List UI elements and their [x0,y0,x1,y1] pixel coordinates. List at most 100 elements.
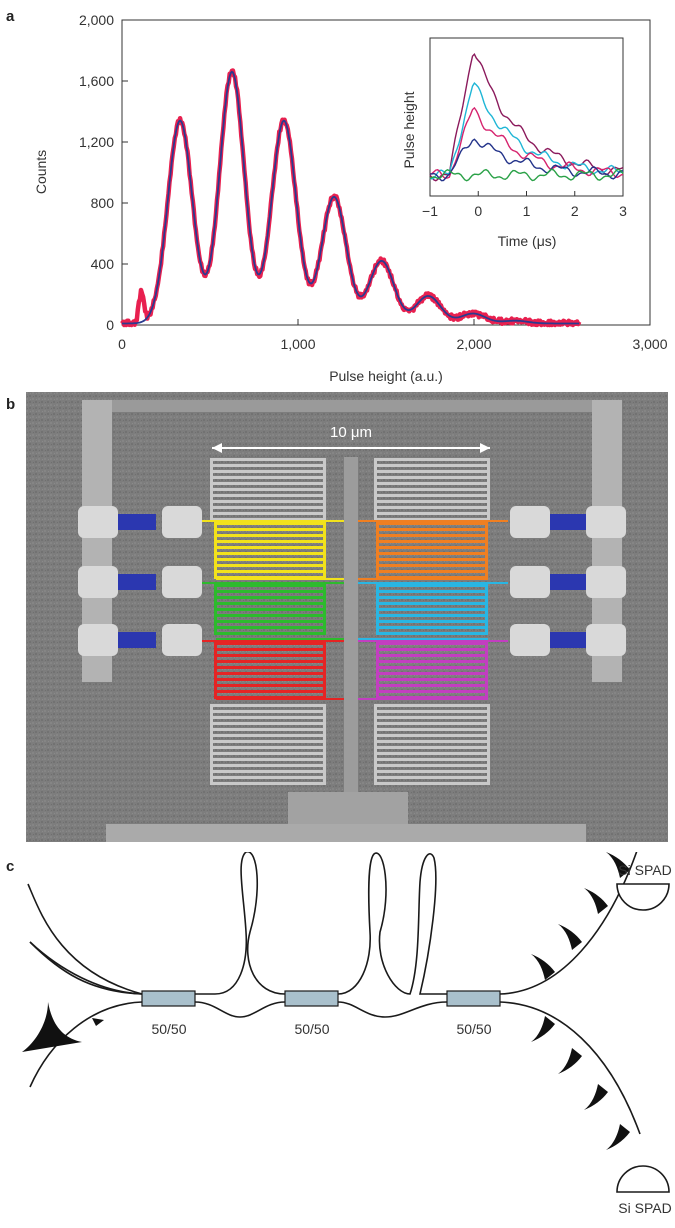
inset-curves [429,52,624,182]
resistor-blue [550,514,588,530]
detector-top [616,883,670,911]
resistor-blue [550,574,588,590]
beam-splitters: 50/50 50/50 50/50 [141,990,501,1037]
inset-frame [429,37,624,197]
splitter-ratio-label: 50/50 [294,1021,329,1037]
photon-pulse [584,1084,608,1110]
x-tick-label: 2,000 [456,336,491,352]
inset-series-line [429,138,624,182]
contact-pad [78,506,118,538]
meander-cyan [376,584,488,635]
fit-series [122,70,580,325]
photon-pulse [606,1124,630,1150]
center-base [288,792,408,824]
y-tick-label: 2,000 [79,12,114,28]
fiber-top [29,852,638,995]
inset-x-tick-label: 3 [619,203,627,219]
y-tick-label: 1,200 [79,134,114,150]
y-tick-label: 0 [106,317,114,333]
contact-pad [510,566,550,598]
x-tick-label: 1,000 [280,336,315,352]
meander-right-grey-bottom [374,704,490,785]
meander-red [214,642,326,699]
photon-pulse [584,888,608,914]
contact-pad [586,566,626,598]
resistor-blue [118,574,156,590]
fiber-top-start [27,883,143,995]
y-tick-label: 400 [91,256,115,272]
inset-x-tick-label: 0 [474,203,482,219]
histogram-y-axis-label: Counts [33,150,49,194]
inset-x-tick-label: 2 [571,203,579,219]
detector-top-label: Si SPAD [618,862,671,878]
feed-line-left [196,640,344,642]
frame-bottom-bar [106,824,586,842]
contact-pad [510,506,550,538]
meander-arrays [196,458,508,785]
inset-x-ticks: −1 0 1 2 3 [422,191,627,219]
beam-splitter [284,990,339,1007]
inset-series-line [429,81,623,180]
scale-bar-label: 10 μm [330,424,372,441]
panel-a-label: a [6,8,15,25]
y-tick-label: 800 [91,195,115,211]
contact-pad [510,624,550,656]
panel-b-label: b [6,396,16,413]
contact-pad [162,566,202,598]
inset-y-axis-label: Pulse height [401,91,417,168]
feed-line-right [358,578,488,580]
x-tick-label: 3,000 [632,336,667,352]
output-photon-pulses [531,852,630,1150]
resistor-blue [118,632,156,648]
meander-yellow [214,522,326,579]
meander-orange [376,522,488,579]
photon-pulse [531,1016,555,1042]
histogram-axes-frame [121,19,651,326]
scale-bar [212,443,490,453]
resistor-blue [550,632,588,648]
photon-pulse [558,924,582,950]
contact-pad [162,506,202,538]
meander-magenta [376,642,488,699]
photon-pulse [606,852,630,878]
histogram-curves [120,68,582,328]
contact-pads [78,506,626,656]
contact-pad [162,624,202,656]
beam-splitter [141,990,196,1007]
inset-series-line [429,106,624,180]
inset-series-line [429,52,624,182]
panel-c-label: c [6,858,15,875]
feed-line-left [216,578,344,580]
splitter-ratio-label: 50/50 [456,1021,491,1037]
meander-right-grey-top [374,458,490,521]
inset-x-axis-label: Time (μs) [498,233,557,249]
x-tick-label: 0 [118,336,126,352]
histogram-y-ticks: 0 400 800 1,200 1,600 2,000 [79,12,128,333]
contact-pad [586,506,626,538]
detector-bottom [616,1165,670,1193]
detector-bottom-label: Si SPAD [618,1200,671,1216]
inset-x-tick-label: −1 [422,203,438,219]
fiber-network-diagram: 50/50 50/50 50/50 Si SPAD Si SPAD [22,852,672,1216]
splitter-ratio-label: 50/50 [151,1021,186,1037]
direction-arrow [92,1018,104,1026]
feed-line-right [358,582,508,584]
y-tick-label: 1,600 [79,73,114,89]
center-stem [344,457,358,797]
feed-line-right [358,638,488,640]
feed-line-left [196,520,344,522]
inset-series-line [429,168,624,182]
histogram-x-axis-label: Pulse height (a.u.) [329,368,443,384]
fiber-top-entry [29,941,143,995]
feed-line-left [216,698,344,700]
photon-pulse [558,1048,582,1074]
meander-left-grey-bottom [210,704,326,785]
beam-splitter [446,990,501,1007]
frame-outer [112,400,592,412]
resistor-blue [118,514,156,530]
feed-line-right [358,640,508,642]
input-photon-pulse [22,1002,82,1052]
feed-line-right [358,698,488,700]
contact-pad [78,624,118,656]
